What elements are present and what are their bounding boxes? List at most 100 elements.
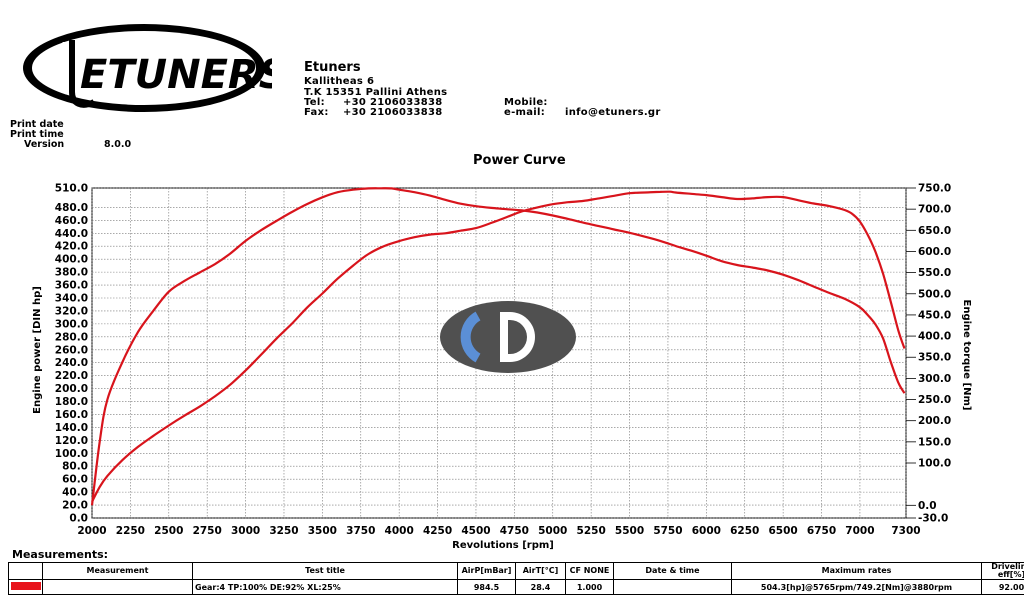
x-axis-label: Revolutions [rpm] <box>452 540 554 551</box>
fax-label: Fax: <box>304 107 329 118</box>
x-tick-label: 5750 <box>653 525 682 537</box>
measurements-header-row: Measurement Test title AirP[mBar] AirT[°… <box>8 562 1024 580</box>
header-test-title: Test title <box>192 562 458 580</box>
email-label: e-mail: <box>504 107 546 118</box>
cf-cell: 1.000 <box>565 579 614 595</box>
y-tick-label: 0.0 <box>69 513 88 525</box>
y-tick-label: 320.0 <box>55 305 88 317</box>
header-air-temp: AirT[°C] <box>515 562 566 580</box>
y-tick-label: 40.0 <box>62 487 88 499</box>
y2-tick-label: 150.0 <box>918 436 951 448</box>
version-value: 8.0.0 <box>104 139 132 150</box>
y-tick-label: 220.0 <box>55 370 88 382</box>
header-driveline: Driveline eff[%] <box>981 562 1024 580</box>
y-tick-label: 400.0 <box>55 254 88 266</box>
x-tick-label: 6750 <box>807 525 836 537</box>
header-air-pressure: AirP[mBar] <box>457 562 516 580</box>
y2-tick-label: 0.0 <box>918 500 937 512</box>
etuners-logo: ETUNERS <box>23 24 272 112</box>
header-cf: CF NONE <box>565 562 614 580</box>
y-axis-label: Engine power [DIN hp] <box>32 286 43 414</box>
x-tick-label: 5000 <box>538 525 567 537</box>
series-lines <box>90 187 906 506</box>
x-tick-label: 2750 <box>193 525 222 537</box>
x-tick-label: 4250 <box>423 525 452 537</box>
x-tick-label: 5250 <box>577 525 606 537</box>
y2-tick-label: 700.0 <box>918 204 951 216</box>
date-time-cell <box>613 579 732 595</box>
x-tick-label: 3250 <box>269 525 298 537</box>
air-pressure-cell: 984.5 <box>457 579 516 595</box>
cd-logo-icon <box>440 301 576 373</box>
max-rates-cell: 504.3[hp]@5765rpm/749.2[Nm]@3880rpm <box>731 579 982 595</box>
x-tick-label: 6000 <box>692 525 721 537</box>
tel-label: Tel: <box>304 97 325 108</box>
print-time-label: Print time <box>10 129 64 140</box>
y-tick-label: 360.0 <box>55 280 88 292</box>
version-label: Version <box>24 139 65 150</box>
measurements-title: Measurements: <box>12 548 109 561</box>
y2-tick-label: 200.0 <box>918 415 951 427</box>
y2-tick-label: 650.0 <box>918 225 951 237</box>
y2-tick-label: 100.0 <box>918 458 951 470</box>
mobile-label: Mobile: <box>504 97 548 108</box>
y-tick-label: 480.0 <box>55 202 88 214</box>
header-date-time: Date & time <box>613 562 732 580</box>
y-tick-label: 180.0 <box>55 396 88 408</box>
y2-tick-label: 550.0 <box>918 267 951 279</box>
y-tick-label: 240.0 <box>55 357 88 369</box>
company-address-2: T.K 15351 Pallini Athens <box>304 87 448 98</box>
y-tick-label: 300.0 <box>55 318 88 330</box>
torque-curve <box>90 187 906 506</box>
y-tick-label: 160.0 <box>55 409 88 421</box>
y-tick-label: 120.0 <box>55 435 88 447</box>
x-tick-label: 6500 <box>769 525 798 537</box>
power-curve-chart: 0.020.040.060.080.0100.0120.0140.0160.01… <box>32 183 972 552</box>
measurements-table: Measurement Test title AirP[mBar] AirT[°… <box>8 562 1024 595</box>
x-tick-label: 3500 <box>308 525 337 537</box>
x-tick-label: 4750 <box>500 525 529 537</box>
x-tick-label: 2250 <box>116 525 145 537</box>
company-address-1: Kallitheas 6 <box>304 76 375 87</box>
logo-text: ETUNERS <box>80 52 272 98</box>
y-tick-label: 460.0 <box>55 215 88 227</box>
y-tick-label: 280.0 <box>55 331 88 343</box>
header-swatch <box>8 562 43 580</box>
test-title-cell: Gear:4 TP:100% DE:92% XL:25% <box>192 579 458 595</box>
air-temp-cell: 28.4 <box>515 579 566 595</box>
x-tick-label: 7000 <box>845 525 874 537</box>
y2-tick-label: 450.0 <box>918 309 951 321</box>
y-tick-label: 260.0 <box>55 344 88 356</box>
y2-tick-label: 600.0 <box>918 246 951 258</box>
x-tick-label: 2500 <box>154 525 183 537</box>
grid <box>91 187 907 519</box>
series-color-swatch <box>8 579 43 595</box>
y2-tick-label: 400.0 <box>918 331 951 343</box>
email-value: info@etuners.gr <box>565 107 661 118</box>
y-tick-label: 420.0 <box>55 241 88 253</box>
table-row[interactable]: Gear:4 TP:100% DE:92% XL:25% 984.5 28.4 … <box>8 579 1024 595</box>
y-tick-label: 380.0 <box>55 267 88 279</box>
x-tick-label: 7300 <box>891 525 920 537</box>
y2-tick-label: 350.0 <box>918 352 951 364</box>
x-tick-label: 3750 <box>346 525 375 537</box>
x-tick-label: 3000 <box>231 525 260 537</box>
y2-tick-label: -30.0 <box>918 513 948 525</box>
power-curve <box>91 190 906 503</box>
y-tick-label: 510.0 <box>55 183 88 195</box>
x-tick-label: 4000 <box>385 525 414 537</box>
y-tick-label: 60.0 <box>62 474 88 486</box>
measurement-cell <box>42 579 193 595</box>
chart-title: Power Curve <box>473 153 566 168</box>
y-tick-label: 100.0 <box>55 448 88 460</box>
header-max-rates: Maximum rates <box>731 562 982 580</box>
x-tick-label: 2000 <box>77 525 106 537</box>
y-tick-label: 440.0 <box>55 228 88 240</box>
y-tick-label: 340.0 <box>55 293 88 305</box>
x-tick-label: 4500 <box>461 525 490 537</box>
x-tick-label: 6250 <box>730 525 759 537</box>
header-measurement: Measurement <box>42 562 193 580</box>
driveline-cell: 92.00 <box>981 579 1024 595</box>
y-tick-label: 140.0 <box>55 422 88 434</box>
y-tick-label: 200.0 <box>55 383 88 395</box>
